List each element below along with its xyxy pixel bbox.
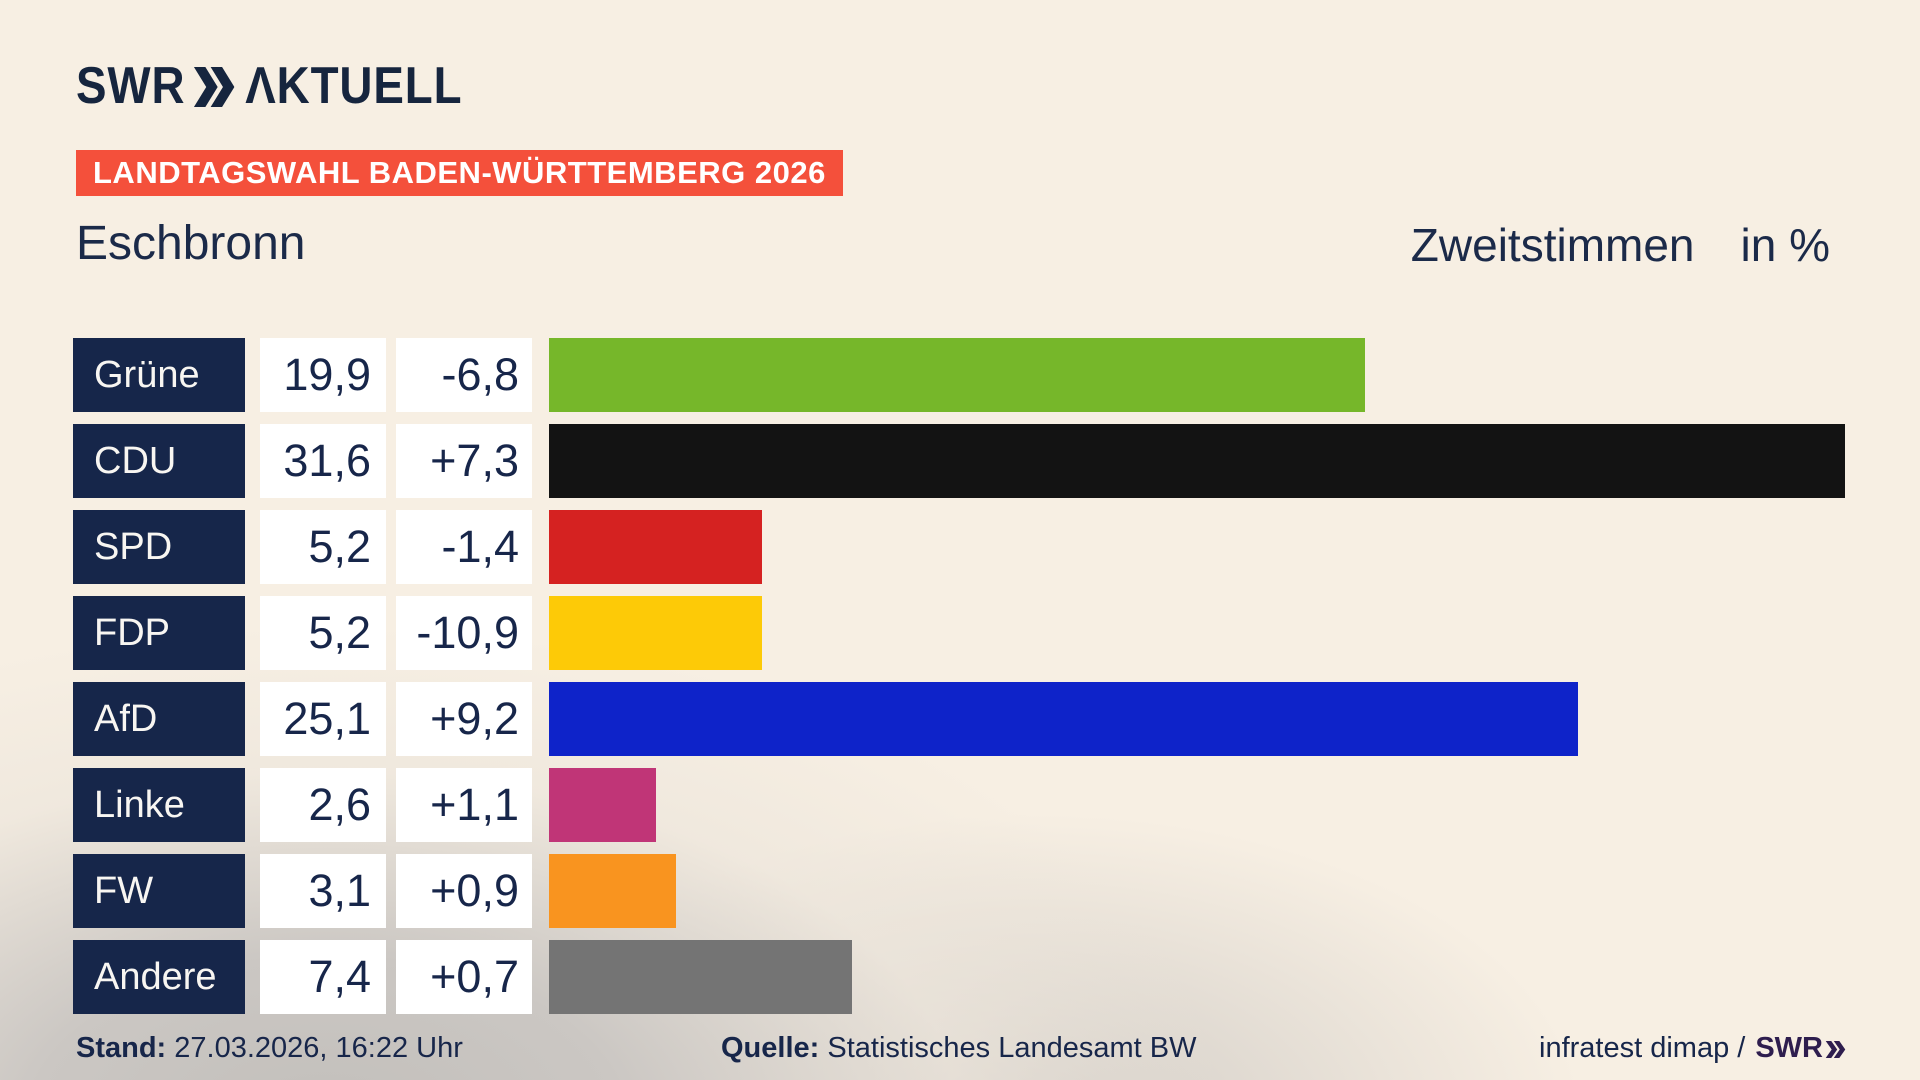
- chart-row: FDP 5,2 -10,9: [0, 596, 1920, 670]
- chart-row: CDU 31,6 +7,3: [0, 424, 1920, 498]
- unit-label: in %: [1740, 219, 1830, 271]
- credit-note: infratest dimap / SWR: [1539, 1030, 1846, 1066]
- stand-timestamp: Stand: 27.03.2026, 16:22 Uhr: [76, 1030, 463, 1066]
- party-change-box: +9,2: [396, 682, 532, 756]
- party-value-box: 5,2: [260, 510, 386, 584]
- party-value-box: 19,9: [260, 338, 386, 412]
- election-banner: LANDTAGSWAHL BADEN-WÜRTTEMBERG 2026: [76, 150, 843, 196]
- party-label: AfD: [73, 682, 245, 756]
- party-bar: [549, 854, 677, 928]
- party-bar: [549, 596, 763, 670]
- party-bar: [549, 510, 763, 584]
- party-change-box: -1,4: [396, 510, 532, 584]
- party-change-box: +0,9: [396, 854, 532, 928]
- party-value-box: 5,2: [260, 596, 386, 670]
- chart-row: FW 3,1 +0,9: [0, 854, 1920, 928]
- party-change-box: +1,1: [396, 768, 532, 842]
- party-change-box: -10,9: [396, 596, 532, 670]
- party-value-box: 25,1: [260, 682, 386, 756]
- party-bar: [549, 682, 1579, 756]
- party-value-box: 3,1: [260, 854, 386, 928]
- party-label: CDU: [73, 424, 245, 498]
- party-label: SPD: [73, 510, 245, 584]
- party-label: Linke: [73, 768, 245, 842]
- party-value-box: 31,6: [260, 424, 386, 498]
- credit-swr-logo: SWR: [1755, 1030, 1846, 1066]
- vote-type-label: Zweitstimmen: [1410, 219, 1695, 271]
- source-note: Quelle: Statistisches Landesamt BW: [721, 1030, 1196, 1066]
- party-label: Grüne: [73, 338, 245, 412]
- aktuell-logo-text: ΛKTUELL: [245, 57, 463, 115]
- chart-row: Grüne 19,9 -6,8: [0, 338, 1920, 412]
- source-value: Statistisches Landesamt BW: [827, 1032, 1197, 1064]
- swr-logo-text: SWR: [76, 57, 186, 115]
- chart-row: Andere 7,4 +0,7: [0, 940, 1920, 1014]
- swr-logo-chevrons-icon: [194, 67, 235, 107]
- credit-text: infratest dimap /: [1539, 1032, 1746, 1064]
- vote-type-title: Zweitstimmen in %: [1411, 218, 1830, 272]
- stand-value: 27.03.2026, 16:22 Uhr: [174, 1032, 463, 1064]
- source-label: Quelle:: [721, 1032, 820, 1064]
- chart-row: Linke 2,6 +1,1: [0, 768, 1920, 842]
- party-bar: [549, 940, 853, 1014]
- credit-swr-chevrons-icon: [1825, 1041, 1846, 1058]
- stand-label: Stand:: [76, 1032, 167, 1064]
- party-bar: [549, 338, 1365, 412]
- party-value-box: 2,6: [260, 768, 386, 842]
- party-change-box: +7,3: [396, 424, 532, 498]
- party-change-box: -6,8: [396, 338, 532, 412]
- municipality-title: Eschbronn: [76, 217, 306, 270]
- party-value-box: 7,4: [260, 940, 386, 1014]
- chart-row: SPD 5,2 -1,4: [0, 510, 1920, 584]
- party-label: Andere: [73, 940, 245, 1014]
- credit-swr-text: SWR: [1755, 1032, 1823, 1064]
- chart-row: AfD 25,1 +9,2: [0, 682, 1920, 756]
- party-label: FDP: [73, 596, 245, 670]
- party-bar: [549, 768, 656, 842]
- party-change-box: +0,7: [396, 940, 532, 1014]
- party-bar: [549, 424, 1845, 498]
- party-label: FW: [73, 854, 245, 928]
- swr-aktuell-logo: SWR ΛKTUELL: [76, 60, 462, 112]
